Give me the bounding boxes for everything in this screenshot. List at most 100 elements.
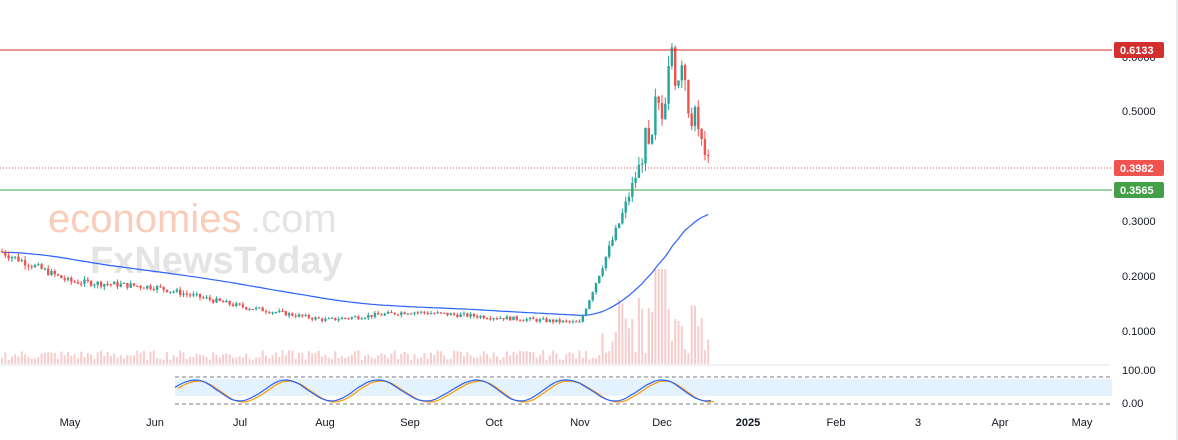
candle — [548, 318, 551, 323]
volume-bar — [27, 357, 30, 364]
volume-bar — [694, 305, 696, 364]
candle — [350, 316, 353, 320]
volume-bar — [700, 318, 703, 364]
volume-bar — [601, 333, 604, 364]
candle — [136, 285, 139, 288]
stochastic-lines — [174, 379, 715, 403]
price-tick-label: 0.2000 — [1122, 271, 1156, 283]
candle — [83, 276, 86, 287]
candle — [205, 294, 208, 300]
candle — [96, 280, 99, 289]
volume-bar — [80, 351, 83, 364]
candle — [670, 43, 674, 70]
current-price-tag: 0.3982 — [1114, 160, 1164, 176]
watermark: economies .com FxNewsToday — [48, 197, 343, 282]
candle — [175, 287, 179, 293]
candle — [660, 95, 664, 126]
volume-bar — [129, 355, 132, 364]
volume-bar — [373, 358, 376, 364]
volume-bar — [472, 357, 475, 364]
volume-bar — [654, 269, 657, 364]
volume-bar — [529, 351, 531, 364]
candle — [370, 315, 373, 320]
volume-bar — [324, 354, 327, 364]
candle — [502, 318, 505, 322]
ma-line — [1, 213, 709, 316]
candle — [37, 262, 40, 267]
time-tick-label: Dec — [652, 417, 672, 429]
candle — [304, 313, 307, 317]
candle — [495, 316, 499, 321]
candle — [363, 317, 367, 320]
stochastic-axis: 100.00 0.00 — [1122, 365, 1156, 410]
volume-bar — [542, 350, 545, 364]
volume-bar — [684, 348, 687, 364]
candle — [627, 192, 631, 206]
candle — [93, 283, 96, 289]
volume-bar — [552, 350, 555, 364]
candle — [700, 128, 703, 146]
candle — [598, 275, 601, 284]
volume-bar — [268, 358, 271, 364]
candle — [571, 319, 575, 324]
candle — [522, 319, 525, 322]
candle — [591, 291, 594, 302]
price-tick-label: 0.1000 — [1122, 326, 1156, 338]
candle — [697, 100, 700, 137]
volume-bar — [86, 352, 89, 364]
volume-bar — [347, 356, 350, 364]
candle — [192, 291, 195, 298]
volume-bar — [568, 352, 571, 364]
candle — [159, 283, 162, 288]
time-tick-label: 3 — [915, 417, 921, 429]
volume-bar — [350, 354, 353, 364]
candle — [683, 63, 687, 91]
candle — [103, 283, 106, 291]
candle — [664, 97, 667, 121]
candle — [129, 280, 132, 289]
candlesticks — [0, 43, 710, 325]
candle — [647, 119, 650, 145]
volume-bar — [703, 350, 706, 364]
volume-bar — [304, 359, 307, 364]
candle — [185, 290, 188, 298]
volume-bar — [93, 359, 96, 364]
volume-bar — [426, 358, 429, 364]
volume-bar — [410, 359, 413, 364]
candle — [416, 311, 419, 315]
volume-bar — [136, 350, 139, 364]
volume-bar — [53, 353, 56, 364]
candle — [452, 312, 456, 317]
candle — [311, 317, 314, 322]
candle — [119, 280, 122, 288]
candle — [594, 282, 598, 295]
candle — [449, 312, 452, 316]
volume-bar — [37, 357, 40, 364]
volume-bar — [166, 352, 168, 364]
volume-bar — [611, 341, 614, 364]
volume-bars — [1, 269, 710, 364]
volume-bar — [90, 354, 93, 364]
volume-bar — [7, 359, 10, 364]
candle — [535, 318, 538, 323]
volume-bar — [1, 358, 3, 364]
candle — [617, 223, 621, 229]
time-tick-label: Aug — [315, 417, 335, 429]
volume-bar — [248, 358, 251, 364]
candle — [30, 264, 33, 270]
candle — [60, 275, 63, 279]
time-tick-label: Apr — [991, 417, 1008, 429]
time-tick-label: Jun — [146, 417, 164, 429]
candle — [245, 306, 248, 311]
volume-bar — [20, 351, 23, 364]
time-tick-label: Feb — [827, 417, 846, 429]
volume-bar — [360, 359, 363, 364]
volume-bar — [446, 359, 449, 364]
volume-bar — [34, 358, 36, 364]
candle — [657, 95, 660, 111]
candle — [472, 313, 476, 319]
time-axis[interactable]: May Jun Jul Aug Sep Oct Nov Dec 2025 Feb 3 Apr May — [60, 417, 1093, 429]
volume-bar — [169, 359, 172, 364]
candle — [20, 258, 23, 263]
